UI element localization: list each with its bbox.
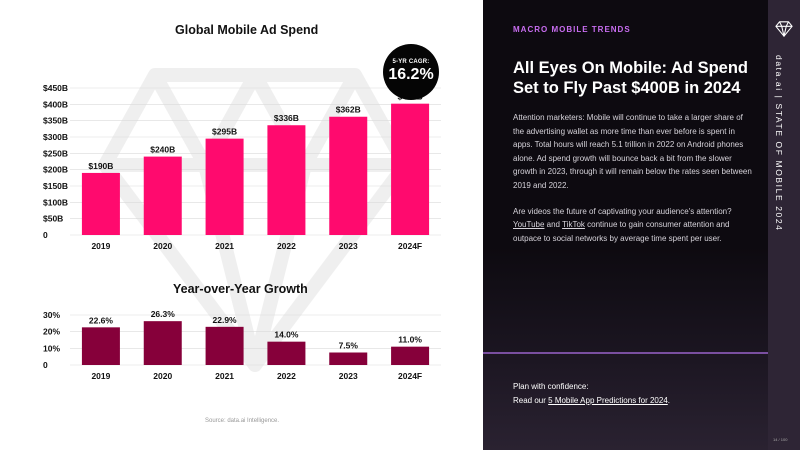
ad-spend-bar — [143, 156, 182, 235]
ad-spend-data-label: $190B — [88, 161, 113, 171]
ad-spend-data-label: $336B — [274, 113, 299, 123]
yoy-growth-y-tick: 10% — [43, 343, 60, 353]
ad-spend-y-tick: $100B — [43, 197, 68, 207]
sidebar — [768, 0, 800, 450]
ad-spend-chart-title: Global Mobile Ad Spend — [175, 23, 319, 37]
yoy-growth-bar — [205, 326, 244, 365]
yoy-growth-bar — [81, 327, 120, 365]
headline: All Eyes On Mobile: Ad Spend Set to Fly … — [513, 59, 748, 97]
yoy-growth-x-tick: 2024F — [398, 371, 422, 381]
yoy-growth-data-label: 14.0% — [274, 330, 299, 340]
tiktok-link[interactable]: TikTok — [562, 220, 585, 230]
ad-spend-x-tick: 2020 — [153, 241, 172, 251]
ad-spend-bar — [329, 116, 368, 235]
yoy-growth-data-label: 26.3% — [151, 309, 176, 319]
yoy-chart-title: Year-over-Year Growth — [173, 282, 308, 296]
paragraph-2-end: continue to gain consumer attention and … — [513, 220, 730, 243]
text-panel — [483, 0, 768, 450]
yoy-growth-bar — [329, 352, 368, 365]
cagr-value: 16.2% — [388, 66, 434, 83]
paragraph-2-and: and — [544, 220, 563, 230]
ad-spend-y-tick: $400B — [43, 99, 68, 109]
paragraph-1: Attention marketers: Mobile will continu… — [513, 113, 752, 190]
body-text: Attention marketers: Mobile will continu… — [513, 111, 753, 257]
source-note: Source: data.ai Intelligence. — [205, 418, 280, 424]
cta-suffix: . — [667, 396, 671, 405]
yoy-growth-bar — [143, 321, 182, 365]
ad-spend-y-tick: 0 — [43, 230, 48, 240]
ad-spend-bar — [267, 125, 306, 235]
ad-spend-y-tick: $50B — [43, 214, 63, 224]
chart-panel: Global Mobile Ad Spend 0 $50B $100B $150B $2… — [43, 23, 441, 424]
paragraph-2-text: Are videos the future of captivating you… — [513, 206, 732, 216]
ad-spend-x-tick: 2021 — [215, 241, 234, 251]
ad-spend-bar — [391, 103, 430, 236]
yoy-growth-bar — [391, 346, 430, 365]
yoy-growth-y-tick: 20% — [43, 327, 60, 337]
ad-spend-bar — [81, 172, 120, 235]
ad-spend-y-tick: $300B — [43, 132, 68, 142]
ad-spend-y-tick: $250B — [43, 148, 68, 158]
yoy-growth-x-tick: 2020 — [153, 371, 172, 381]
yoy-growth-data-label: 22.6% — [89, 315, 114, 325]
ad-spend-x-tick: 2019 — [91, 241, 110, 251]
divider — [483, 352, 768, 354]
yoy-growth-bar-chart: 0 10% 20% 30% 22.6% 2019 26.3% 2020 22.9% 2021 14.… — [43, 309, 441, 381]
youtube-link[interactable]: YouTube — [513, 220, 545, 230]
cta-line-1: Plan with confidence: — [513, 382, 589, 391]
yoy-growth-x-tick: 2023 — [339, 371, 358, 381]
cta-prefix: Read our — [513, 396, 549, 405]
yoy-growth-data-label: 11.0% — [398, 335, 422, 345]
ad-spend-data-label: $240B — [150, 145, 175, 155]
ad-spend-x-tick: 2023 — [339, 241, 358, 251]
sidebar-title: data.ai | STATE OF MOBILE 2024 — [774, 55, 784, 232]
ad-spend-bar — [205, 138, 244, 235]
cta-block: Plan with confidence: Read our 5 Mobile … — [513, 380, 753, 408]
cta-line-2: Read our 5 Mobile App Predictions for 20… — [513, 394, 753, 408]
section-kicker: MACRO MOBILE TRENDS — [513, 25, 631, 34]
ad-spend-y-tick: $450B — [43, 83, 68, 93]
page-number: 14 / 100 — [773, 437, 788, 442]
ad-spend-data-label: $295B — [212, 127, 237, 137]
ad-spend-y-tick: $350B — [43, 116, 68, 126]
paragraph-2: Are videos the future of captivating you… — [513, 205, 753, 246]
yoy-growth-x-tick: 2021 — [215, 371, 234, 381]
diamond-logo-icon — [775, 21, 793, 37]
cagr-label: 5-YR CAGR: — [392, 59, 430, 65]
cagr-badge: 5-YR CAGR: 16.2% — [383, 44, 439, 100]
yoy-growth-x-tick: 2022 — [277, 371, 296, 381]
ad-spend-y-tick: $200B — [43, 165, 68, 175]
yoy-growth-data-label: 7.5% — [339, 341, 359, 351]
yoy-growth-bar — [267, 341, 306, 365]
yoy-growth-y-tick: 0 — [43, 360, 48, 370]
yoy-growth-data-label: 22.9% — [213, 315, 238, 325]
ad-spend-data-label: $362B — [336, 105, 361, 115]
ad-spend-x-tick: 2024F — [398, 241, 422, 251]
ad-spend-y-tick: $150B — [43, 181, 68, 191]
yoy-growth-y-tick: 30% — [43, 310, 60, 320]
ad-spend-x-tick: 2022 — [277, 241, 296, 251]
yoy-growth-x-tick: 2019 — [91, 371, 110, 381]
predictions-link[interactable]: 5 Mobile App Predictions for 2024 — [548, 396, 668, 405]
